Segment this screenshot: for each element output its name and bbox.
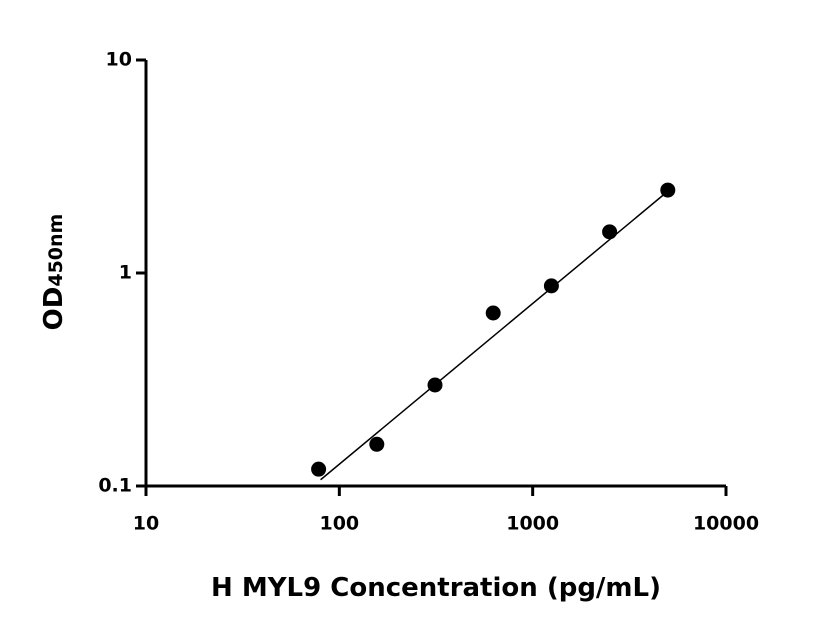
data-point — [369, 436, 385, 452]
x-axis-label: H MYL9 Concentration (pg/mL) — [211, 573, 661, 603]
y-tick-label: 1 — [119, 262, 132, 284]
y-axis-label: OD450nm — [39, 214, 69, 331]
x-tick-label: 10 — [133, 513, 159, 535]
x-tick-label: 10000 — [693, 513, 759, 535]
x-tick-label: 100 — [319, 513, 359, 535]
y-axis-label-main: OD — [39, 287, 69, 331]
x-tick-label: 1000 — [506, 513, 559, 535]
y-axis-label-sub: 450nm — [45, 214, 67, 287]
data-point — [427, 377, 443, 393]
y-tick-label: 10 — [106, 49, 132, 71]
data-point — [602, 224, 618, 240]
data-point — [485, 305, 501, 321]
data-point — [543, 278, 559, 294]
data-point — [311, 461, 327, 477]
y-tick-label: 0.1 — [98, 475, 132, 497]
data-point — [660, 182, 676, 198]
